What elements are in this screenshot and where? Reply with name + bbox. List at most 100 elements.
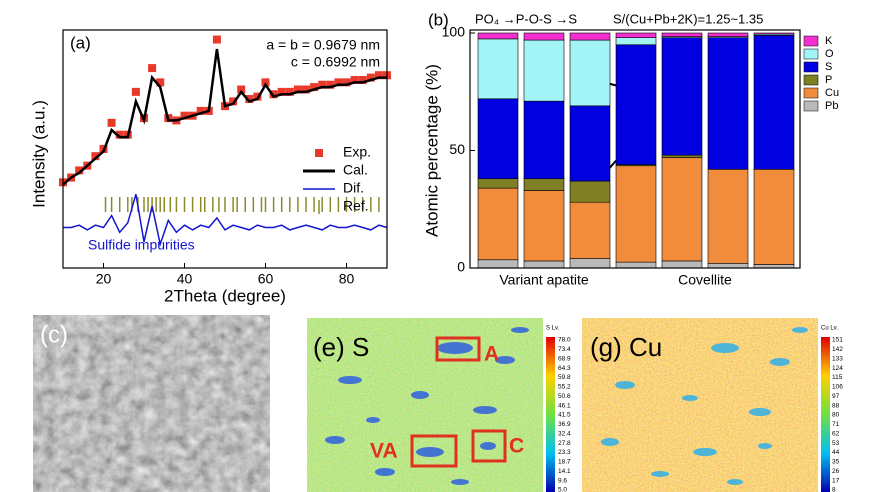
legend-label: Dif. xyxy=(343,180,364,196)
cu-blobs xyxy=(601,327,808,485)
region-label: C xyxy=(509,435,524,458)
exp-point xyxy=(310,83,319,92)
bar-segment xyxy=(523,100,565,180)
y-tick-label: 0 xyxy=(457,259,465,275)
colorbar-label: 151 xyxy=(832,337,843,344)
bar-segment xyxy=(569,180,611,203)
bar-segment xyxy=(569,32,611,41)
panel-label: (e) S xyxy=(313,332,369,362)
colorbar-label: 17 xyxy=(832,477,840,484)
legend-label: O xyxy=(825,48,834,60)
legend-label: P xyxy=(825,74,832,86)
annotation: PO₄ →P-O-S →S xyxy=(475,11,577,26)
colorbar-label: 53 xyxy=(832,440,840,447)
legend-swatch xyxy=(803,100,819,112)
exp-point xyxy=(269,90,278,99)
bar-segment xyxy=(661,157,703,262)
exp-point xyxy=(196,106,205,115)
colorbar-label: 35 xyxy=(832,459,840,466)
colorbar-label: 8 xyxy=(832,487,836,492)
exp-point xyxy=(358,75,367,84)
annotation: Sulfide impurities xyxy=(88,237,195,253)
plot-frame xyxy=(62,29,388,269)
group-label: Covellite xyxy=(678,272,732,288)
legend-label: S xyxy=(825,61,832,73)
exp-point xyxy=(245,95,254,104)
bar-segment xyxy=(615,44,657,165)
exp-point xyxy=(229,97,238,106)
y-tick-label: 50 xyxy=(449,141,465,157)
legend-label: Pb xyxy=(825,100,838,112)
bar-segment xyxy=(615,37,657,46)
series-line xyxy=(63,193,388,248)
colorbar-label: 41.5 xyxy=(558,412,571,419)
bar-segment xyxy=(615,165,657,263)
colorbar-label: 18.7 xyxy=(558,459,571,466)
region-box xyxy=(471,429,507,463)
x-tick-label: 20 xyxy=(96,271,112,287)
annotation: c = 0.6992 nm xyxy=(291,54,380,70)
bar-segment xyxy=(661,260,703,269)
s-map xyxy=(307,318,543,492)
colorbar-label: 50.6 xyxy=(558,393,571,400)
bar-segment xyxy=(569,201,611,259)
exp-point xyxy=(293,85,302,94)
bar-segment xyxy=(753,35,795,170)
bar-segment xyxy=(569,39,611,107)
panel-label: (c) xyxy=(40,321,68,348)
exp-point xyxy=(366,73,375,82)
colorbar xyxy=(821,337,830,492)
bar-segment xyxy=(707,262,749,269)
bar-segment xyxy=(477,38,519,100)
bar-segment xyxy=(707,169,749,264)
sem-image xyxy=(33,315,270,492)
exp-point xyxy=(91,152,100,161)
legend-swatch xyxy=(803,61,819,73)
bar-segment xyxy=(523,32,565,41)
legend-label: K xyxy=(825,35,833,47)
bar-segment xyxy=(615,32,657,38)
bar-segment xyxy=(523,260,565,269)
x-axis-label: 2Theta (degree) xyxy=(164,286,286,305)
exp-point xyxy=(115,130,124,139)
colorbar-label: 73.4 xyxy=(558,346,571,353)
legend-label: Ref. xyxy=(343,198,369,214)
colorbar-label: 64.3 xyxy=(558,365,571,372)
s-blobs xyxy=(325,327,529,485)
bar-segment xyxy=(707,32,749,37)
region-box xyxy=(435,336,481,362)
legend-swatch xyxy=(803,48,819,60)
legend-swatch xyxy=(803,87,819,99)
group-label: Variant apatite xyxy=(499,272,588,288)
colorbar-label: 55.2 xyxy=(558,384,571,391)
colorbar-label: 9.6 xyxy=(558,477,567,484)
y-tick-label: 100 xyxy=(442,24,466,40)
bar-segment xyxy=(477,187,519,261)
colorbar-label: 5.0 xyxy=(558,487,567,492)
exp-point xyxy=(237,85,246,94)
exp-point xyxy=(148,64,157,73)
exp-point xyxy=(350,75,359,84)
legend-swatch xyxy=(803,74,819,86)
colorbar-label: 80 xyxy=(832,412,840,419)
cu-map xyxy=(582,318,818,492)
colorbar-label: 46.1 xyxy=(558,402,571,409)
bar-segment xyxy=(477,32,519,40)
exp-point xyxy=(156,78,165,87)
bar-segment xyxy=(569,258,611,269)
colorbar-title: S Lv. xyxy=(546,326,560,332)
colorbar-label: 23.3 xyxy=(558,449,571,456)
exp-point xyxy=(342,78,351,87)
colorbar-label: 97 xyxy=(832,393,840,400)
exp-point xyxy=(212,35,221,44)
bar-segment xyxy=(477,259,519,269)
exp-point xyxy=(261,78,270,87)
exp-point xyxy=(285,87,294,96)
colorbar-label: 142 xyxy=(832,346,843,353)
y-axis-label: Intensity (a.u.) xyxy=(29,100,48,208)
bar-segment xyxy=(477,98,519,180)
panel-label: (b) xyxy=(428,10,449,29)
x-tick-label: 80 xyxy=(339,271,355,287)
region-label: A xyxy=(484,343,499,366)
